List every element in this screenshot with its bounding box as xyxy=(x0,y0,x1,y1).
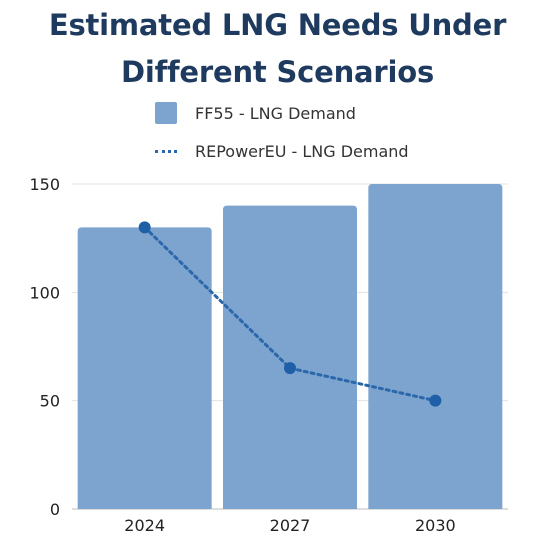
bar-2030 xyxy=(368,184,503,509)
legend-swatch-ff55 xyxy=(155,102,177,124)
y-tick-label: 50 xyxy=(40,392,60,411)
legend-label-ff55: FF55 - LNG Demand xyxy=(195,103,356,123)
legend-item-ff55: FF55 - LNG Demand xyxy=(155,94,409,132)
y-tick-label: 0 xyxy=(50,500,60,519)
axes: 0 50 100 150 2024 2027 2030 xyxy=(29,175,455,535)
chart-title-line-1: Estimated LNG Needs Under xyxy=(48,8,507,42)
chart-title-line-2: Different Scenarios xyxy=(120,55,435,89)
x-tick-label: 2024 xyxy=(124,516,165,535)
point-2030 xyxy=(429,394,442,407)
legend-label-repowereu: REPowerEU - LNG Demand xyxy=(195,141,409,161)
chart-title: Estimated LNG Needs Under Different Scen… xyxy=(0,2,555,96)
legend-line-repowereu xyxy=(155,149,177,153)
y-tick-label: 150 xyxy=(29,175,60,194)
y-tick-label: 100 xyxy=(29,283,60,302)
line-series xyxy=(138,221,442,407)
bar-2027 xyxy=(223,205,357,509)
point-2024 xyxy=(138,221,151,234)
chart-legend: FF55 - LNG Demand REPowerEU - LNG Demand xyxy=(155,94,409,170)
x-tick-label: 2030 xyxy=(415,516,456,535)
bar-series xyxy=(77,184,503,510)
point-2027 xyxy=(284,362,296,375)
legend-item-repowereu: REPowerEU - LNG Demand xyxy=(155,132,409,170)
x-tick-label: 2027 xyxy=(270,516,311,535)
bar-2024 xyxy=(77,227,212,510)
